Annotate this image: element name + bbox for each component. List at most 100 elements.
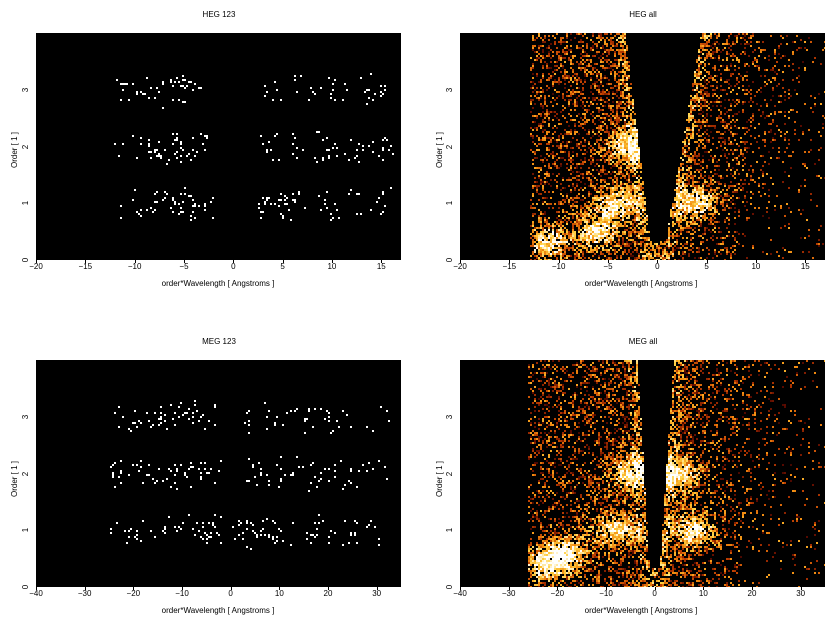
x-tick-mark [557,587,559,590]
x-tick-label: 10 [751,262,761,271]
x-tick-label: 10 [274,589,284,598]
x-tick-label: 15 [800,262,810,271]
x-tick-mark [706,260,708,263]
x-tick-mark [508,587,510,590]
x-tick-label: −20 [126,589,141,598]
x-tick-mark [282,260,284,263]
y-tick-label: 2 [21,144,31,149]
y-tick-label: 1 [21,528,31,533]
x-tick-mark [805,260,807,263]
x-tick-label: 10 [327,262,337,271]
x-tick-label: −40 [453,589,467,598]
x-tick-mark [328,587,329,590]
x-tick-label: −5 [179,262,189,271]
x-axis-label: order*Wavelength [ Angstroms ] [584,279,698,288]
y-tick-label: 3 [445,87,455,92]
y-tick-label: 2 [445,471,455,476]
heatmap-plot-area [460,33,825,260]
x-tick-label: −30 [77,589,92,598]
x-tick-label: −30 [501,589,516,598]
x-tick-mark [800,587,802,590]
chart-title: MEG all [628,337,658,346]
x-tick-mark [752,587,753,590]
x-axis-label: order*Wavelength [ Angstroms ] [584,606,698,615]
x-tick-mark [558,260,560,263]
y-tick-label: 3 [21,87,31,92]
y-axis-label: Order [ 1 ] [435,131,444,168]
y-tick-label: 2 [445,144,455,149]
x-tick-mark [381,260,383,263]
x-tick-label: −10 [551,262,566,271]
x-tick-mark [233,260,235,263]
x-tick-mark [279,587,281,590]
x-tick-mark [606,587,607,590]
x-tick-label: −40 [29,589,43,598]
x-tick-mark [654,587,656,590]
x-tick-mark [607,260,609,263]
x-tick-label: −5 [603,262,613,271]
x-tick-label: −15 [502,262,517,271]
heatmap-canvas [36,33,401,260]
x-tick-mark [230,587,232,590]
x-tick-label: 20 [747,589,757,598]
x-tick-mark [657,260,659,263]
heatmap-plot-area [36,33,401,260]
x-tick-label: 15 [376,262,386,271]
y-tick-label: 0 [445,257,455,263]
x-tick-mark [376,587,378,590]
x-tick-label: 0 [228,589,233,598]
y-axis-label: Order [ 1 ] [10,131,19,168]
x-tick-mark [460,587,461,590]
x-tick-mark [183,260,185,263]
heatmap-canvas [36,360,401,587]
chart-title: HEG all [629,10,657,19]
x-tick-mark [36,587,37,590]
x-axis-label: order*Wavelength [ Angstroms ] [161,606,275,615]
heatmap-plot-area [36,360,401,587]
x-tick-label: 0 [231,262,236,271]
y-tick-label: 0 [21,257,31,263]
x-tick-mark [85,260,87,263]
x-tick-label: −15 [78,262,93,271]
y-tick-label: 3 [445,414,455,419]
heatmap-canvas [460,33,825,260]
y-tick-label: 1 [445,201,455,206]
x-tick-mark [134,260,136,263]
x-tick-mark [331,260,333,263]
x-tick-label: 5 [704,262,709,271]
x-tick-mark [182,587,183,590]
x-tick-label: −10 [127,262,142,271]
y-tick-label: 3 [21,414,31,419]
x-tick-label: 30 [372,589,382,598]
x-tick-mark [755,260,757,263]
x-tick-mark [84,587,86,590]
x-tick-mark [703,587,705,590]
chart-title: MEG 123 [202,337,236,346]
y-tick-label: 0 [445,584,455,590]
x-tick-label: 0 [652,589,657,598]
heatmap-plot-area [460,360,825,587]
x-tick-label: −20 [453,262,467,271]
y-tick-label: 1 [21,201,31,206]
x-tick-label: −10 [599,589,613,598]
x-axis-label: order*Wavelength [ Angstroms ] [161,279,275,288]
x-tick-label: 5 [280,262,285,271]
x-tick-label: 20 [323,589,333,598]
y-tick-label: 1 [445,528,455,533]
x-tick-label: 30 [796,589,806,598]
y-axis-label: Order [ 1 ] [435,460,444,497]
x-tick-label: −10 [175,589,189,598]
heatmap-canvas [460,360,825,587]
x-tick-label: −20 [550,589,565,598]
x-tick-mark [133,587,135,590]
x-tick-label: 0 [655,262,660,271]
x-tick-mark [36,260,37,263]
x-tick-label: 10 [698,589,708,598]
x-tick-mark [509,260,511,263]
x-tick-label: −20 [29,262,43,271]
y-axis-label: Order [ 1 ] [10,460,19,497]
x-tick-mark [460,260,461,263]
y-tick-label: 2 [21,471,31,476]
y-tick-label: 0 [21,584,31,590]
chart-title: HEG 123 [202,10,236,19]
